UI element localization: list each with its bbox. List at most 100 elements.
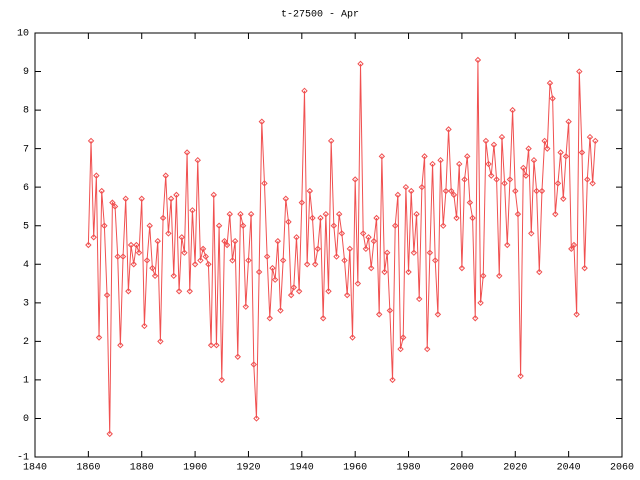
y-tick-label: 8 xyxy=(23,106,29,117)
data-point xyxy=(474,56,482,64)
data-point xyxy=(173,191,180,199)
data-point xyxy=(546,79,554,87)
data-point xyxy=(90,234,97,241)
data-point xyxy=(370,237,378,245)
data-point xyxy=(549,95,556,102)
data-point xyxy=(141,322,148,330)
data-point xyxy=(234,353,241,360)
x-tick-label: 1940 xyxy=(290,463,314,474)
data-point xyxy=(266,315,274,322)
data-point xyxy=(290,284,298,291)
y-tick-label: 4 xyxy=(23,260,29,271)
data-point xyxy=(450,191,458,199)
data-point xyxy=(442,187,450,195)
x-tick-label: 2000 xyxy=(450,463,474,474)
data-point xyxy=(317,214,324,222)
data-point xyxy=(159,214,167,222)
data-point xyxy=(568,245,575,253)
x-tick-label: 1900 xyxy=(183,463,207,474)
data-point xyxy=(410,249,418,256)
data-point xyxy=(576,68,583,75)
data-point xyxy=(498,133,506,141)
y-tick-label: -1 xyxy=(17,453,29,464)
y-tick-label: 0 xyxy=(23,414,29,425)
data-point xyxy=(213,342,220,349)
data-point xyxy=(466,199,474,206)
data-point xyxy=(349,334,356,341)
data-point xyxy=(517,372,524,380)
data-point xyxy=(306,187,314,195)
data-point xyxy=(528,230,535,237)
data-point xyxy=(322,210,330,218)
data-point xyxy=(103,291,111,299)
data-point xyxy=(584,176,591,183)
x-tick-label: 1980 xyxy=(397,463,421,474)
data-point xyxy=(378,153,386,160)
data-point xyxy=(199,245,207,253)
data-point xyxy=(405,268,412,276)
data-point xyxy=(127,241,135,249)
data-point xyxy=(389,376,396,384)
data-point xyxy=(562,153,570,160)
data-point xyxy=(541,137,548,145)
data-point xyxy=(480,272,487,280)
data-point xyxy=(138,195,145,202)
data-point xyxy=(482,137,490,145)
data-point xyxy=(552,210,559,218)
data-point xyxy=(101,222,108,229)
data-point xyxy=(512,187,519,195)
data-point xyxy=(346,245,354,253)
data-point xyxy=(509,106,516,114)
data-point xyxy=(165,230,172,237)
data-point xyxy=(293,234,300,241)
data-point xyxy=(106,430,113,438)
y-tick-label: 9 xyxy=(23,67,29,78)
data-point xyxy=(287,291,295,299)
data-point xyxy=(472,315,479,322)
data-point xyxy=(408,187,415,195)
data-point xyxy=(464,153,471,160)
data-point xyxy=(522,172,530,179)
data-point xyxy=(565,118,572,125)
data-point xyxy=(98,187,105,195)
data-point xyxy=(557,149,564,156)
x-tick-label: 2060 xyxy=(610,463,634,474)
data-point xyxy=(325,288,332,295)
data-point xyxy=(538,187,546,195)
data-point xyxy=(402,183,410,191)
data-point xyxy=(122,195,129,202)
data-point xyxy=(490,141,498,148)
data-point xyxy=(239,222,247,229)
x-tick-label: 1920 xyxy=(236,463,260,474)
data-point xyxy=(109,199,116,206)
data-point xyxy=(319,315,327,322)
data-point xyxy=(391,222,399,229)
data-point xyxy=(191,261,199,268)
data-point xyxy=(282,195,290,202)
data-point xyxy=(573,311,580,318)
data-point xyxy=(218,376,225,384)
data-point xyxy=(125,288,132,295)
data-point xyxy=(93,172,100,179)
data-point xyxy=(343,291,351,299)
data-point xyxy=(130,261,137,268)
data-point xyxy=(143,257,151,264)
y-tick-label: 1 xyxy=(23,376,29,387)
data-point xyxy=(269,264,276,272)
data-point xyxy=(536,268,543,276)
data-point xyxy=(255,268,263,276)
data-point xyxy=(181,249,188,256)
data-point xyxy=(354,280,362,287)
data-point xyxy=(458,264,466,272)
data-point xyxy=(570,241,578,249)
data-point xyxy=(117,342,124,349)
x-tick-label: 2020 xyxy=(503,463,527,474)
data-point xyxy=(333,253,340,260)
data-point xyxy=(493,176,500,183)
data-point xyxy=(578,149,586,156)
data-point xyxy=(586,133,594,141)
data-point xyxy=(114,253,121,260)
data-point xyxy=(215,222,223,229)
y-tick-label: 10 xyxy=(17,29,29,40)
